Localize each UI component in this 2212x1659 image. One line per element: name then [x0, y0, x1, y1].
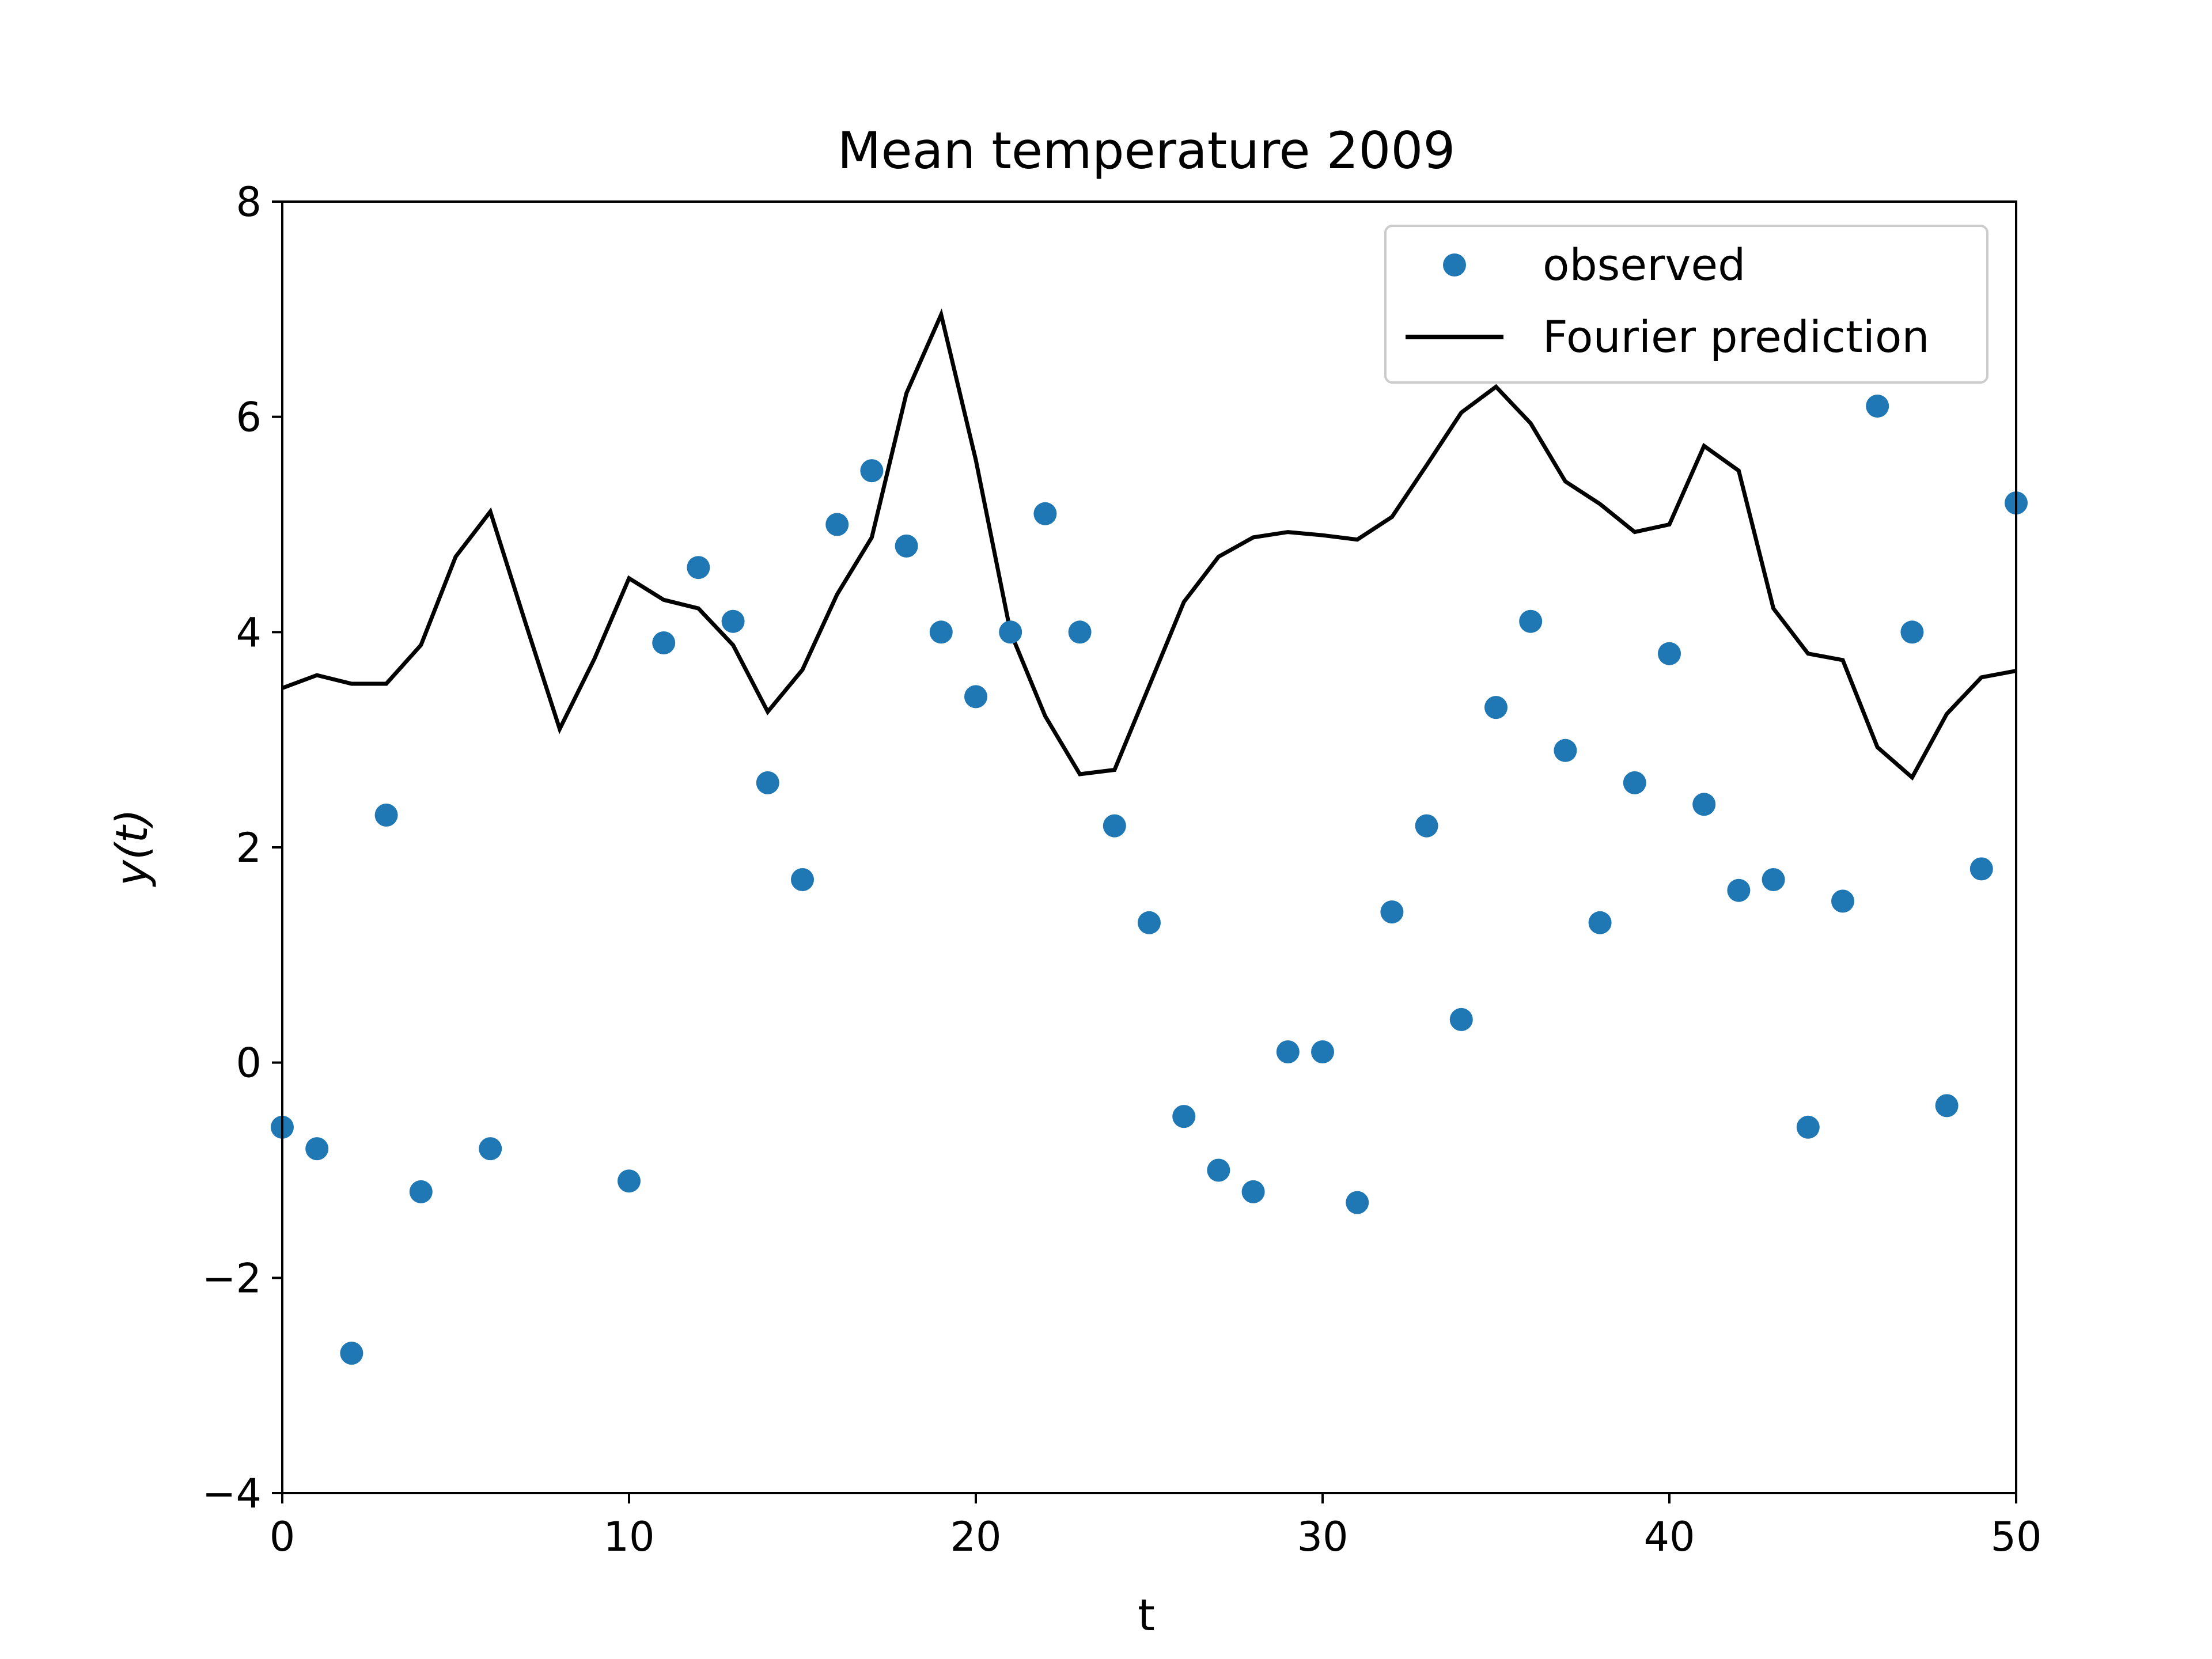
- y-tick-label: −2: [202, 1255, 262, 1302]
- observed-point: [305, 1137, 329, 1161]
- chart-title: Mean temperature 2009: [838, 121, 1456, 180]
- observed-point: [756, 771, 779, 794]
- observed-point: [1484, 696, 1508, 719]
- x-tick-label: 20: [950, 1513, 1001, 1560]
- observed-point: [1554, 738, 1577, 762]
- observed-point: [895, 534, 918, 558]
- observed-point: [929, 620, 953, 644]
- observed-point: [1692, 793, 1716, 816]
- observed-point: [860, 459, 884, 483]
- observed-point: [1588, 911, 1612, 934]
- observed-point: [1380, 900, 1404, 924]
- observed-point: [721, 609, 745, 633]
- legend-box: [1384, 225, 1988, 384]
- observed-point: [964, 685, 987, 709]
- observed-point: [618, 1169, 641, 1193]
- x-tick-label: 50: [1990, 1513, 2041, 1560]
- observed-point: [1831, 889, 1854, 913]
- observed-point: [1727, 878, 1751, 902]
- observed-point: [1172, 1105, 1196, 1128]
- observed-point: [340, 1342, 363, 1365]
- y-tick-label: 6: [236, 394, 262, 441]
- observed-point: [687, 556, 710, 579]
- observed-point: [1519, 609, 1543, 633]
- y-tick-label: −4: [202, 1470, 262, 1517]
- observed-point: [1449, 1007, 1473, 1031]
- x-tick-label: 10: [603, 1513, 654, 1560]
- observed-point: [1068, 620, 1092, 644]
- legend: observed Fourier prediction: [1384, 225, 1988, 384]
- y-tick-label: 8: [236, 179, 262, 226]
- observed-point: [1623, 771, 1646, 794]
- observed-point: [1935, 1094, 1959, 1118]
- observed-point: [1241, 1180, 1265, 1203]
- plot-area: [271, 308, 2028, 1365]
- observed-point: [791, 868, 814, 891]
- legend-label-observed: observed: [1543, 239, 1745, 290]
- x-tick-label: 30: [1297, 1513, 1348, 1560]
- observed-point: [825, 513, 849, 536]
- observed-point: [1346, 1191, 1369, 1214]
- observed-point: [1969, 857, 1993, 881]
- observed-point: [1138, 911, 1161, 934]
- observed-point: [1900, 620, 1924, 644]
- observed-point: [1103, 814, 1126, 838]
- x-tick-label: 0: [270, 1513, 296, 1560]
- observed-point: [652, 631, 676, 654]
- x-axis-label: t: [1138, 1589, 1155, 1641]
- observed-point: [1415, 814, 1438, 838]
- y-tick-label: 2: [236, 824, 262, 872]
- observed-point: [999, 620, 1022, 644]
- legend-marker-observed: [1443, 253, 1466, 276]
- x-tick-label: 40: [1643, 1513, 1695, 1560]
- observed-point: [1311, 1040, 1334, 1063]
- observed-point: [1033, 502, 1057, 525]
- observed-point: [374, 804, 398, 827]
- observed-point: [1866, 395, 1889, 418]
- observed-point: [409, 1180, 433, 1203]
- observed-point: [1207, 1158, 1230, 1182]
- axis-ticks: 0 10 20 30 40 50 −4 −2 0 2 4 6 8: [202, 179, 2042, 1560]
- observed-point: [479, 1137, 502, 1161]
- observed-point: [1276, 1040, 1300, 1063]
- observed-point: [1658, 642, 1681, 665]
- fourier-prediction-line: [281, 308, 2017, 781]
- y-axis-label: y(t): [106, 809, 157, 887]
- observed-point: [1796, 1115, 1820, 1139]
- y-tick-label: 0: [236, 1040, 262, 1087]
- observed-point: [1762, 868, 1785, 891]
- y-tick-label: 4: [236, 609, 262, 656]
- legend-label-fourier-prediction: Fourier prediction: [1543, 311, 1930, 362]
